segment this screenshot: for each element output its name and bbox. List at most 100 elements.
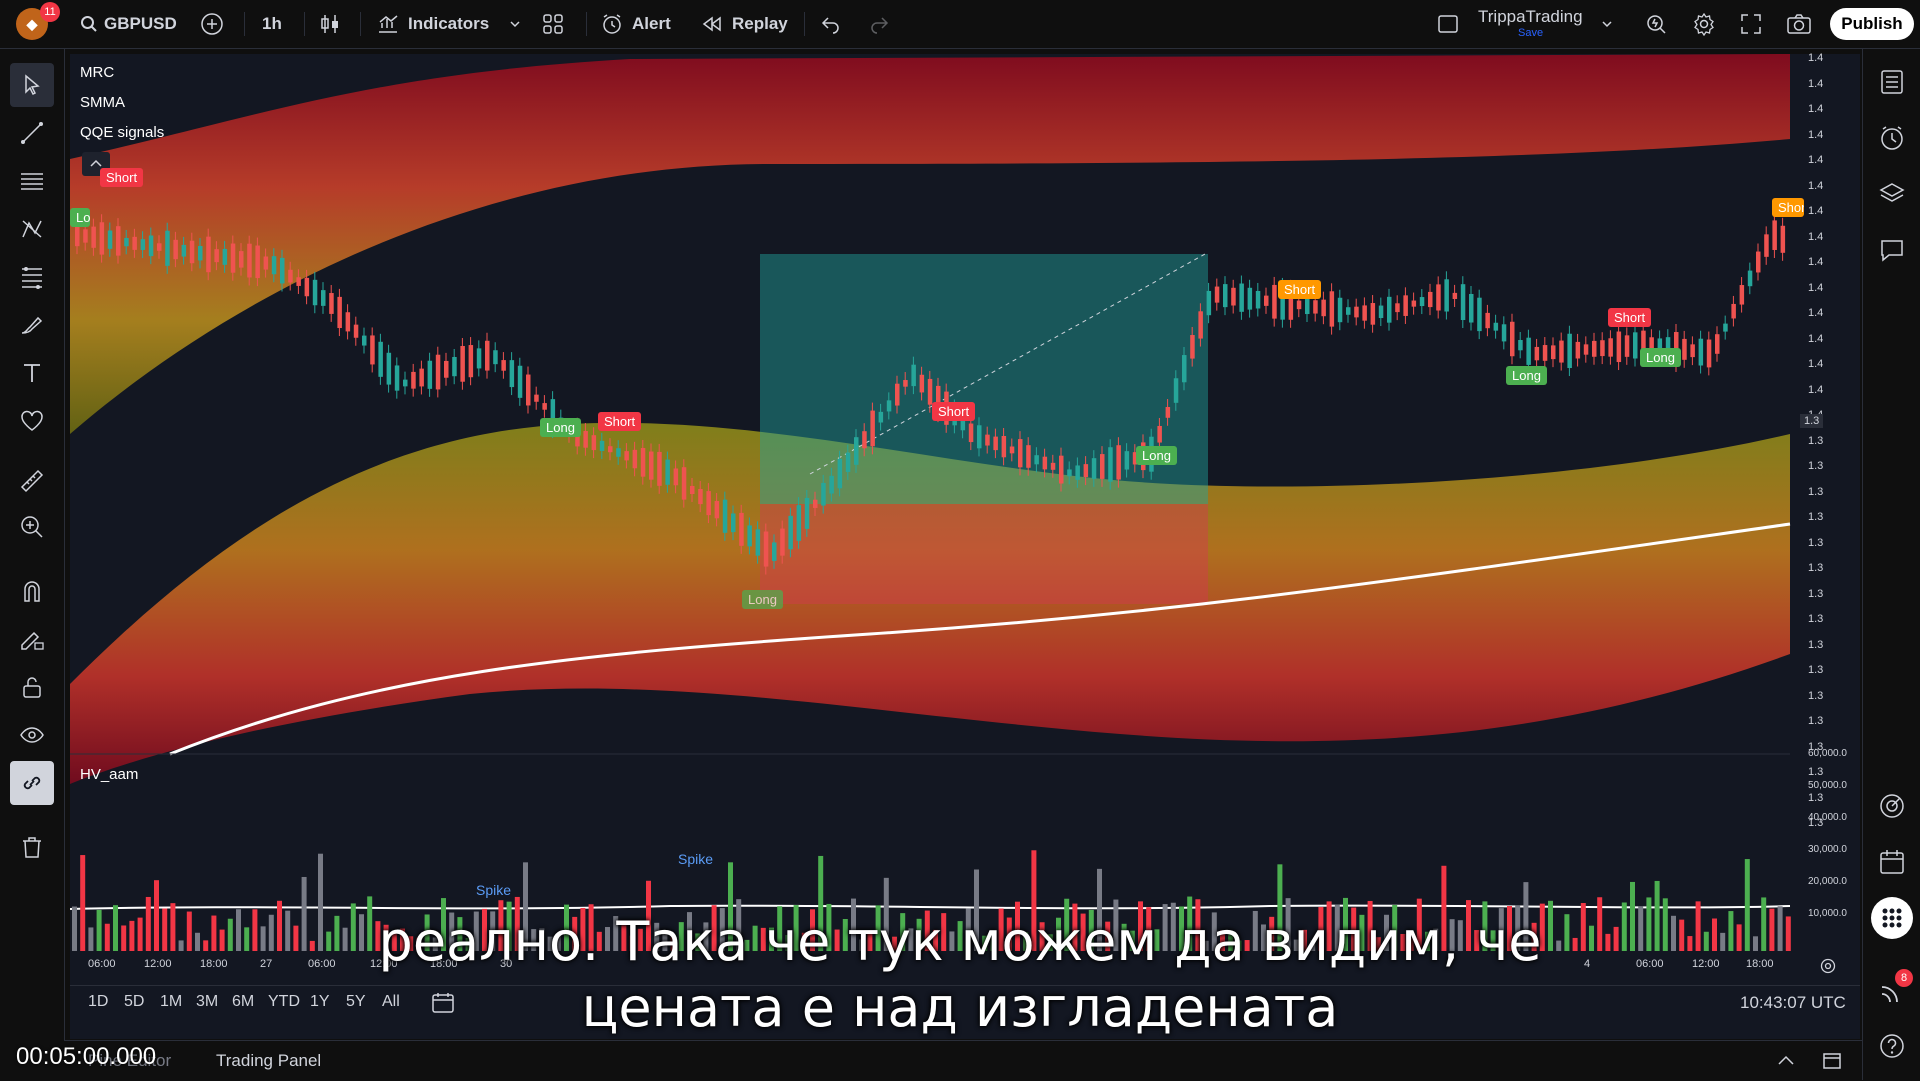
volume-bar bbox=[1662, 898, 1668, 951]
watchlist-button[interactable] bbox=[1871, 61, 1913, 103]
brush-tool[interactable] bbox=[10, 303, 54, 347]
price-axis[interactable]: 1.4 1.4 1.4 1.4 1.4 1.4 1.4 1.4 1.4 1.4 1.4 1.4 1.4 1… bbox=[1800, 52, 1860, 829]
reward-zone[interactable] bbox=[760, 254, 1208, 504]
alerts-button[interactable] bbox=[1871, 117, 1913, 159]
volume-bar bbox=[736, 899, 742, 951]
chat-icon bbox=[1881, 240, 1903, 262]
fib-tool[interactable] bbox=[10, 255, 54, 299]
products-button[interactable] bbox=[1871, 897, 1913, 939]
volume-bar bbox=[1195, 899, 1201, 951]
volume-axis[interactable]: 60,000.0 50,000.0 40,000.0 30,000.0 20,000.0… bbox=[1800, 748, 1860, 950]
indicators-button[interactable]: Indicators bbox=[376, 0, 489, 48]
volume-bar bbox=[719, 908, 725, 951]
horizontal-lines-tool[interactable] bbox=[10, 159, 54, 203]
legend-smma[interactable]: SMMA bbox=[80, 94, 125, 111]
candle-body bbox=[813, 499, 818, 508]
signal-long: Long bbox=[742, 590, 783, 609]
legend-mrc[interactable]: MRC bbox=[80, 64, 115, 81]
axis-settings-button[interactable] bbox=[1818, 956, 1838, 981]
interval-button[interactable]: 1h bbox=[262, 14, 282, 33]
fullscreen-button[interactable] bbox=[1740, 0, 1762, 48]
volume-bar bbox=[637, 928, 643, 951]
text-tool[interactable] bbox=[10, 351, 54, 395]
tab-trading-panel[interactable]: Trading Panel bbox=[216, 1051, 322, 1070]
volume-bar bbox=[1638, 906, 1644, 951]
add-symbol-button[interactable] bbox=[200, 0, 224, 48]
magnet-tool[interactable] bbox=[10, 569, 54, 613]
volume-axis-label: 60,000.0 bbox=[1808, 748, 1847, 759]
range-button-3m[interactable]: 3M bbox=[196, 993, 219, 1010]
range-button-1y[interactable]: 1Y bbox=[310, 993, 330, 1010]
calendar-button[interactable] bbox=[1871, 841, 1913, 883]
volume-bar bbox=[875, 905, 881, 951]
candle-body bbox=[1034, 455, 1039, 465]
range-button-1d[interactable]: 1D bbox=[88, 993, 109, 1010]
chats-button[interactable] bbox=[1871, 229, 1913, 271]
maximize-panel-button[interactable] bbox=[1820, 1049, 1844, 1078]
trend-line-tool[interactable] bbox=[10, 111, 54, 155]
undo-button[interactable] bbox=[820, 0, 842, 48]
candle-body bbox=[1387, 296, 1392, 323]
layouts-button[interactable] bbox=[542, 0, 564, 48]
goto-date-button[interactable] bbox=[430, 990, 456, 1021]
account-name[interactable]: TrippaTrading bbox=[1478, 7, 1583, 26]
candle-body bbox=[977, 425, 982, 449]
pattern-tool[interactable] bbox=[10, 207, 54, 251]
range-button-6m[interactable]: 6M bbox=[232, 993, 255, 1010]
collapse-panel-button[interactable] bbox=[1774, 1049, 1798, 1078]
risk-zone[interactable] bbox=[760, 504, 1208, 604]
range-button-ytd[interactable]: YTD bbox=[268, 993, 300, 1010]
volume-bar bbox=[1367, 900, 1373, 951]
legend-qqe[interactable]: QQE signals bbox=[80, 124, 165, 141]
redo-button[interactable] bbox=[868, 0, 890, 48]
volume-bar bbox=[965, 908, 971, 951]
notifications-button[interactable] bbox=[1871, 971, 1913, 1013]
candle-body bbox=[1280, 285, 1285, 320]
snapshot-button[interactable] bbox=[1786, 0, 1812, 48]
ideas-button[interactable] bbox=[1871, 785, 1913, 827]
candle-body bbox=[993, 436, 998, 451]
volume-bar bbox=[1072, 903, 1078, 951]
icon-tool[interactable] bbox=[10, 399, 54, 443]
replay-button[interactable]: Replay bbox=[700, 0, 788, 48]
sync-drawings-tool[interactable] bbox=[10, 761, 54, 805]
volume-bar bbox=[162, 908, 168, 951]
range-button-all[interactable]: All bbox=[382, 993, 400, 1010]
tab-pine-editor[interactable]: Pine Editor bbox=[88, 1051, 172, 1070]
save-status[interactable]: Save bbox=[1518, 27, 1544, 39]
volume-bar bbox=[1761, 897, 1767, 951]
object-tree-button[interactable] bbox=[1871, 173, 1913, 215]
range-button-5d[interactable]: 5D bbox=[124, 993, 145, 1010]
clock[interactable]: 10:43:07 UTC bbox=[1740, 993, 1846, 1012]
quick-search-button[interactable] bbox=[1644, 0, 1668, 48]
measure-tool[interactable] bbox=[10, 459, 54, 503]
candle-body bbox=[1485, 312, 1490, 329]
settings-button[interactable] bbox=[1692, 0, 1716, 48]
account-dropdown[interactable] bbox=[1600, 0, 1614, 48]
help-button[interactable] bbox=[1871, 1025, 1913, 1067]
hide-drawings-tool[interactable] bbox=[10, 713, 54, 757]
candle-body bbox=[968, 423, 974, 443]
stay-drawing-tool[interactable] bbox=[10, 617, 54, 661]
candle-body bbox=[1288, 287, 1294, 320]
symbol-search[interactable]: GBPUSD bbox=[80, 0, 177, 48]
volume-bar bbox=[96, 909, 102, 951]
chart-area[interactable] bbox=[70, 54, 1860, 1039]
cursor-tool[interactable] bbox=[10, 63, 54, 107]
range-button-5y[interactable]: 5Y bbox=[346, 993, 366, 1010]
time-axis-label: 06:00 bbox=[308, 958, 336, 970]
lock-drawings-tool[interactable] bbox=[10, 665, 54, 709]
range-button-1m[interactable]: 1M bbox=[160, 993, 183, 1010]
alert-button[interactable]: Alert bbox=[600, 0, 671, 48]
time-axis[interactable]: 06:00 12:00 18:00 27 06:00 12:00 18:00 30 4 06:00… bbox=[70, 958, 1800, 978]
zoom-tool[interactable] bbox=[10, 505, 54, 549]
remove-drawings-tool[interactable] bbox=[10, 825, 54, 869]
price-chart[interactable] bbox=[70, 54, 1860, 1039]
indicators-dropdown[interactable] bbox=[508, 0, 522, 48]
volume-bar bbox=[457, 917, 463, 951]
publish-button[interactable]: Publish bbox=[1830, 8, 1914, 40]
legend-volume[interactable]: HV_aam bbox=[80, 766, 139, 783]
chart-type-button[interactable] bbox=[318, 0, 342, 48]
volume-bar bbox=[769, 927, 774, 951]
layout-checkbox[interactable] bbox=[1436, 0, 1460, 48]
